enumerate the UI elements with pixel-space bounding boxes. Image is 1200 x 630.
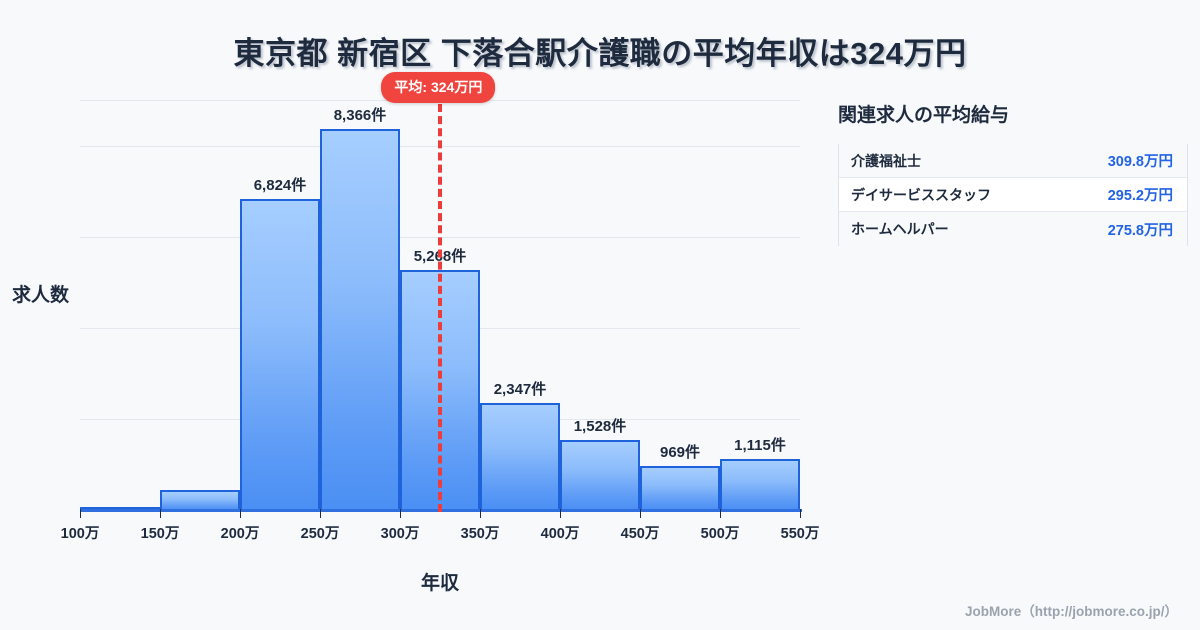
- x-axis-tick-label: 200万: [220, 526, 260, 542]
- histogram-bar: [480, 403, 560, 510]
- average-badge: 平均: 324万円: [381, 72, 496, 103]
- salary-row: ホームヘルパー 275.8万円: [839, 212, 1187, 246]
- histogram-bar: [320, 128, 400, 510]
- x-axis-tick: [800, 509, 801, 518]
- bar-value-label: 6,824件: [253, 177, 307, 195]
- salary-job-name: ホームヘルパー: [851, 221, 949, 237]
- x-axis-tick-label: 350万: [460, 526, 500, 542]
- salary-value: 275.8万円: [1107, 222, 1173, 239]
- x-axis-tick-label: 150万: [140, 526, 180, 542]
- x-axis-tick: [80, 509, 81, 518]
- related-salary-table: 介護福祉士 309.8万円デイサービススタッフ 295.2万円ホームヘルパー 275.…: [838, 144, 1188, 246]
- bar-value-label: 8,366件: [333, 106, 387, 124]
- x-axis-tick-label: 550万: [780, 526, 820, 542]
- x-axis-tick: [480, 509, 481, 518]
- histogram-bar: [560, 440, 640, 510]
- salary-job-name: デイサービススタッフ: [851, 186, 991, 203]
- bar-value-label: 969件: [659, 443, 701, 461]
- bar-value-label: 1,528件: [573, 418, 627, 436]
- related-salary-title: 関連求人の平均給与: [838, 105, 1010, 126]
- x-axis-tick: [560, 509, 561, 518]
- y-axis-title: 求人数: [12, 285, 70, 306]
- average-line: [438, 104, 443, 512]
- histogram-bar: [240, 199, 320, 510]
- footer-credit: JobMore（http://jobmore.co.jp/）: [965, 604, 1178, 619]
- salary-row: 介護福祉士 309.8万円: [839, 144, 1187, 178]
- bar-value-label: 1,115件: [734, 437, 786, 455]
- salary-row: デイサービススタッフ 295.2万円: [839, 178, 1187, 212]
- x-axis-tick: [240, 509, 241, 518]
- salary-job-name: 介護福祉士: [851, 152, 921, 169]
- x-axis-title: 年収: [420, 573, 459, 594]
- x-axis-tick: [320, 509, 321, 518]
- x-axis-tick: [640, 509, 641, 518]
- x-axis-tick: [720, 509, 721, 518]
- x-axis-tick-label: 300万: [380, 526, 420, 542]
- page-title: 東京都 新宿区 下落合駅介護職の平均年収は324万円: [233, 36, 967, 71]
- x-axis-tick-label: 400万: [540, 526, 580, 542]
- x-axis-tick-label: 500万: [700, 526, 740, 542]
- histogram-bar: [80, 507, 160, 510]
- x-axis-tick-label: 250万: [300, 526, 340, 542]
- salary-value: 295.2万円: [1107, 188, 1173, 204]
- x-axis-tick: [400, 509, 401, 518]
- x-axis-tick-label: 100万: [60, 526, 100, 542]
- histogram-bar: [720, 459, 800, 510]
- bar-value-label: 2,347件: [493, 381, 547, 399]
- x-axis-tick: [160, 509, 161, 518]
- salary-value: 309.8万円: [1107, 154, 1173, 170]
- histogram-bar: [640, 465, 720, 510]
- histogram-bar: [160, 490, 240, 510]
- x-axis-tick-label: 450万: [620, 526, 660, 542]
- related-salary-panel: 関連求人の平均給与 介護福祉士 309.8万円デイサービススタッフ 295.2万円ホ…: [838, 100, 1188, 246]
- histogram-chart: 6,824件 8,366件 5,268件 2,347件 1,528件 969件 1,115件…: [12, 72, 820, 594]
